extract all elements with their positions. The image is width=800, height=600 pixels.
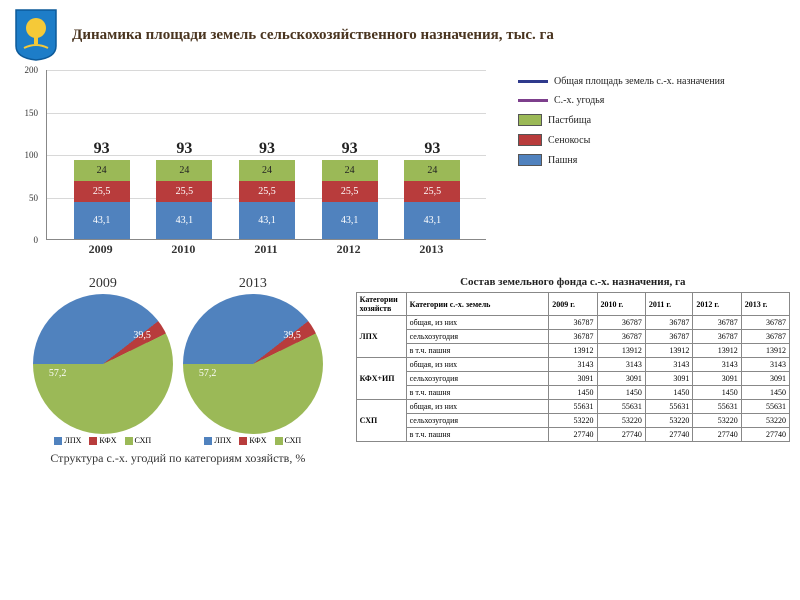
table-section: Состав земельного фонда с.-х. назначения… — [356, 276, 790, 466]
table-row: сельхозугодия30913091309130913091 — [356, 372, 789, 386]
table-header: 2013 г. — [741, 293, 789, 316]
table-header: Категории с.-х. земель — [406, 293, 549, 316]
x-label: 2013 — [419, 242, 443, 257]
y-tick: 50 — [29, 193, 38, 203]
table-title: Состав земельного фонда с.-х. назначения… — [356, 276, 790, 288]
bar-segment-pastbishcha: 24 — [239, 160, 295, 180]
x-label: 2009 — [89, 242, 113, 257]
bar-chart: 050100150200 43,125,5249343,125,5249343,… — [12, 70, 502, 270]
emblem-icon — [12, 8, 60, 62]
table-row: СХПобщая, из них556315563155631556315563… — [356, 400, 789, 414]
pie-chart: 39,557,2 — [183, 294, 323, 434]
pie-legend: ЛПХКФХСХП — [183, 436, 323, 445]
data-table: Категории хозяйствКатегории с.-х. земель… — [356, 292, 790, 442]
bar-segment-senokosy: 25,5 — [322, 181, 378, 203]
table-row: в т.ч. пашня1391213912139121391213912 — [356, 344, 789, 358]
bar-total: 93 — [322, 140, 378, 158]
pie-year-label: 2009 — [33, 276, 173, 292]
legend-box-item: Пастбища — [518, 114, 776, 126]
bar-segment-pashnya: 43,1 — [156, 202, 212, 239]
table-row: сельхозугодия3678736787367873678736787 — [356, 330, 789, 344]
y-tick: 200 — [25, 65, 39, 75]
y-tick: 0 — [34, 235, 39, 245]
bar-segment-senokosy: 25,5 — [404, 181, 460, 203]
table-header: 2011 г. — [645, 293, 693, 316]
bar-segment-pashnya: 43,1 — [404, 202, 460, 239]
bar-segment-senokosy: 25,5 — [74, 181, 130, 203]
bar-total: 93 — [404, 140, 460, 158]
bar-segment-pashnya: 43,1 — [322, 202, 378, 239]
bar-total: 93 — [156, 140, 212, 158]
table-row: сельхозугодия5322053220532205322053220 — [356, 414, 789, 428]
pie-caption: Структура с.-х. угодий по категориям хоз… — [10, 451, 346, 466]
table-row: в т.ч. пашня14501450145014501450 — [356, 386, 789, 400]
pie-chart: 39,557,2 — [33, 294, 173, 434]
header: Динамика площади земель сельскохозяйстве… — [0, 0, 800, 70]
legend-box-item: Сенокосы — [518, 134, 776, 146]
y-axis: 050100150200 — [12, 70, 42, 240]
table-header: 2010 г. — [597, 293, 645, 316]
legend-line-item: Общая площадь земель с.-х. назначения — [518, 76, 776, 87]
pie-2013: 2013 39,557,2 ЛПХКФХСХП — [183, 276, 323, 445]
pie-legend: ЛПХКФХСХП — [33, 436, 173, 445]
pie-2009: 2009 39,557,2 ЛПХКФХСХП — [33, 276, 173, 445]
table-row: КФХ+ИПобщая, из них31433143314331433143 — [356, 358, 789, 372]
x-label: 2010 — [171, 242, 195, 257]
y-tick: 150 — [25, 108, 39, 118]
table-header: 2012 г. — [693, 293, 741, 316]
y-tick: 100 — [25, 150, 39, 160]
pie-section: 2009 39,557,2 ЛПХКФХСХП 2013 39,557,2 ЛПХКФХС… — [10, 276, 346, 466]
bar-total: 93 — [74, 140, 130, 158]
bar-segment-pastbishcha: 24 — [322, 160, 378, 180]
bar-segment-senokosy: 25,5 — [156, 181, 212, 203]
table-row: в т.ч. пашня2774027740277402774027740 — [356, 428, 789, 442]
table-header: 2009 г. — [549, 293, 597, 316]
legend-line-item: С.-х. угодья — [518, 95, 776, 106]
bar-segment-pashnya: 43,1 — [239, 202, 295, 239]
legend-box-item: Пашня — [518, 154, 776, 166]
x-label: 2011 — [254, 242, 277, 257]
page-title: Динамика площади земель сельскохозяйстве… — [72, 27, 554, 44]
chart-legend: Общая площадь земель с.-х. назначения С.-… — [502, 70, 782, 270]
x-axis-labels: 2009 2010 2011 2012 2013 — [46, 242, 486, 262]
x-label: 2012 — [337, 242, 361, 257]
table-header: Категории хозяйств — [356, 293, 406, 316]
bar-plot-area: 43,125,5249343,125,5249343,125,5249343,1… — [46, 70, 486, 240]
bar-segment-pastbishcha: 24 — [156, 160, 212, 180]
bar-segment-pastbishcha: 24 — [74, 160, 130, 180]
bar-total: 93 — [239, 140, 295, 158]
table-row: ЛПХобщая, из них367873678736787367873678… — [356, 316, 789, 330]
bar-segment-senokosy: 25,5 — [239, 181, 295, 203]
pie-year-label: 2013 — [183, 276, 323, 292]
bar-segment-pashnya: 43,1 — [74, 202, 130, 239]
bar-segment-pastbishcha: 24 — [404, 160, 460, 180]
